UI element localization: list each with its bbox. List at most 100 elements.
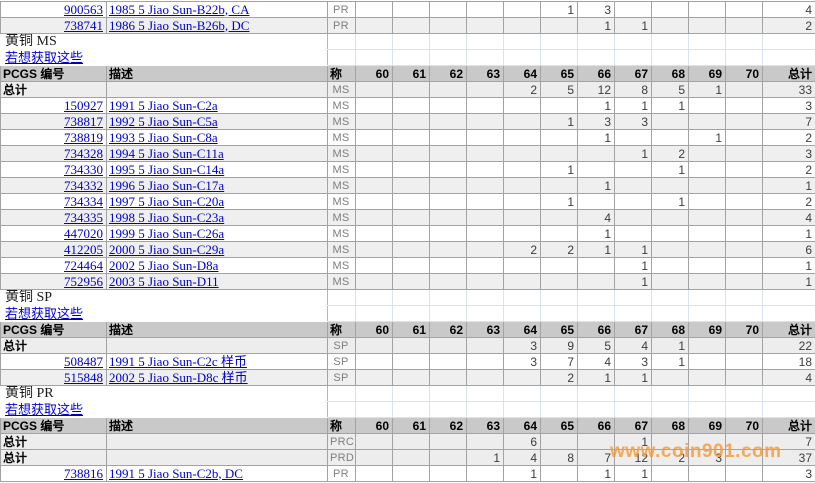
total-cell: 6: [763, 242, 815, 258]
coin-description-link[interactable]: 2002 5 Jiao Sun-D8c 样币: [109, 370, 248, 385]
grade-cell-69: [689, 194, 726, 210]
pcgs-number-link[interactable]: 734334: [64, 194, 103, 209]
empty-cell: [541, 386, 578, 402]
pcgs-number-link[interactable]: 734330: [64, 162, 103, 177]
grade-cell-62: [430, 2, 467, 18]
coin-description-link[interactable]: 1999 5 Jiao Sun-C26a: [109, 226, 224, 241]
grade-cell-69: [689, 114, 726, 130]
grade-cell-61: [393, 226, 430, 242]
grade-cell-61: [393, 370, 430, 386]
pcgs-number-link[interactable]: 734328: [64, 146, 103, 161]
total-cell: 33: [763, 82, 815, 98]
pcgs-number-link[interactable]: 447020: [64, 226, 103, 241]
column-header-grade-66: 66: [578, 418, 615, 434]
coin-description-link[interactable]: 1992 5 Jiao Sun-C5a: [109, 114, 218, 129]
coin-description-link[interactable]: 1995 5 Jiao Sun-C14a: [109, 162, 224, 177]
empty-cell: [328, 306, 356, 322]
coin-description-link[interactable]: 1994 5 Jiao Sun-C11a: [109, 146, 224, 161]
pcgs-number-link[interactable]: 515848: [64, 370, 103, 385]
pcgs-number-cell: 734332: [1, 178, 107, 194]
grade-cell-70: [726, 338, 763, 354]
grade-cell-69: 1: [689, 82, 726, 98]
empty-cell: [689, 306, 726, 322]
coin-description-link[interactable]: 2003 5 Jiao Sun-D11: [109, 274, 219, 289]
grade-cell-67: 12: [615, 450, 652, 466]
grade-cell-68: [652, 18, 689, 34]
grade-cell-61: [393, 114, 430, 130]
grade-cell-69: [689, 258, 726, 274]
section-row: 黄铜 MS: [1, 34, 815, 50]
coin-description-link[interactable]: 1986 5 Jiao Sun-B26b, DC: [109, 18, 249, 33]
pcgs-number-link[interactable]: 734335: [64, 210, 103, 225]
grade-cell-61: [393, 194, 430, 210]
grade-cell-66: 5: [578, 338, 615, 354]
designation-cell: MS: [328, 194, 356, 210]
pcgs-number-link[interactable]: 738741: [64, 18, 103, 33]
coin-description-cell: 1997 5 Jiao Sun-C20a: [107, 194, 328, 210]
coin-description-link[interactable]: 1997 5 Jiao Sun-C20a: [109, 194, 224, 209]
coin-description-link[interactable]: 1993 5 Jiao Sun-C8a: [109, 130, 218, 145]
total-cell: 4: [763, 2, 815, 18]
grade-cell-60: [356, 354, 393, 370]
get-these-link[interactable]: 若想获取这些: [5, 50, 83, 65]
column-header-pcgs-number: PCGS 编号: [1, 418, 107, 434]
grade-cell-67: 1: [615, 258, 652, 274]
coin-description-cell: 2000 5 Jiao Sun-C29a: [107, 242, 328, 258]
empty-cell: [328, 50, 356, 66]
empty-cell: [356, 50, 393, 66]
pcgs-number-link[interactable]: 738816: [64, 466, 103, 481]
link-row: 若想获取这些: [1, 50, 815, 66]
empty-cell: [763, 386, 815, 402]
coin-description-link[interactable]: 1998 5 Jiao Sun-C23a: [109, 210, 224, 225]
coin-description-link[interactable]: 1991 5 Jiao Sun-C2b, DC: [109, 466, 243, 481]
empty-cell: [578, 290, 615, 306]
pcgs-number-link[interactable]: 738817: [64, 114, 103, 129]
pcgs-number-link[interactable]: 738819: [64, 130, 103, 145]
grade-cell-60: [356, 130, 393, 146]
get-these-link[interactable]: 若想获取这些: [5, 306, 83, 321]
coin-description-link[interactable]: 2002 5 Jiao Sun-D8a: [109, 258, 218, 273]
pcgs-number-link[interactable]: 724464: [64, 258, 103, 273]
grade-cell-68: 1: [652, 338, 689, 354]
grade-cell-70: [726, 82, 763, 98]
coin-description-link[interactable]: 1985 5 Jiao Sun-B22b, CA: [109, 2, 249, 17]
coin-description-link[interactable]: 1991 5 Jiao Sun-C2a: [109, 98, 218, 113]
pcgs-number-link[interactable]: 508487: [64, 354, 103, 369]
grade-cell-62: [430, 370, 467, 386]
get-these-link[interactable]: 若想获取这些: [5, 402, 83, 417]
empty-cell: [652, 290, 689, 306]
pcgs-number-link[interactable]: 752956: [64, 274, 103, 289]
pcgs-number-link[interactable]: 734332: [64, 178, 103, 193]
grade-cell-64: 3: [504, 338, 541, 354]
pcgs-number-cell: 150927: [1, 98, 107, 114]
grade-cell-68: [652, 130, 689, 146]
column-header-pcgs-number: PCGS 编号: [1, 66, 107, 82]
grade-cell-65: 1: [541, 162, 578, 178]
coin-description-link[interactable]: 1991 5 Jiao Sun-C2c 样币: [109, 354, 247, 369]
grade-cell-67: [615, 130, 652, 146]
grade-cell-67: 1: [615, 370, 652, 386]
total-cell: 1: [763, 258, 815, 274]
grade-cell-68: 5: [652, 82, 689, 98]
total-label-cell: 总计: [1, 450, 107, 466]
empty-cell: [393, 402, 430, 418]
pcgs-number-link[interactable]: 900563: [64, 2, 103, 17]
grade-cell-66: 1: [578, 226, 615, 242]
grade-cell-62: [430, 162, 467, 178]
column-header-designation: 称: [328, 418, 356, 434]
coin-description-cell: 1993 5 Jiao Sun-C8a: [107, 130, 328, 146]
grade-cell-69: [689, 274, 726, 290]
grade-cell-66: 4: [578, 354, 615, 370]
grade-cell-70: [726, 98, 763, 114]
pcgs-number-link[interactable]: 150927: [64, 98, 103, 113]
grade-cell-62: [430, 274, 467, 290]
pcgs-number-link[interactable]: 412205: [64, 242, 103, 257]
total-cell: 2: [763, 18, 815, 34]
total-cell: 37: [763, 450, 815, 466]
grade-cell-63: [467, 130, 504, 146]
coin-description-link[interactable]: 1996 5 Jiao Sun-C17a: [109, 178, 224, 193]
coin-description-link[interactable]: 2000 5 Jiao Sun-C29a: [109, 242, 224, 257]
